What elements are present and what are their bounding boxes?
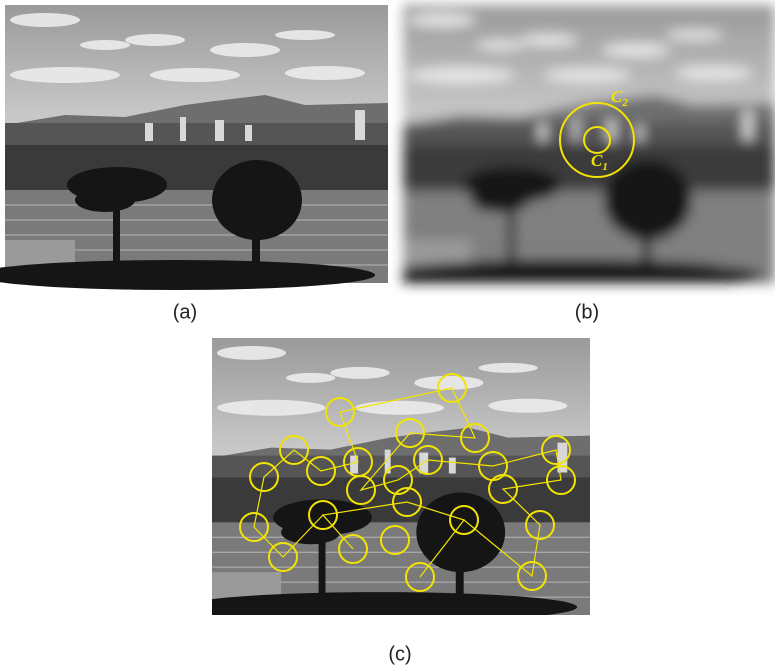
photo-c <box>182 338 590 622</box>
photo-a <box>0 5 388 290</box>
panel-label: (c) <box>388 643 411 665</box>
panel-label: (a) <box>173 301 197 323</box>
photo-b <box>374 5 775 290</box>
figure: C2 C1 (a) (b) (c) <box>0 0 775 666</box>
panel-label: (b) <box>575 301 599 323</box>
